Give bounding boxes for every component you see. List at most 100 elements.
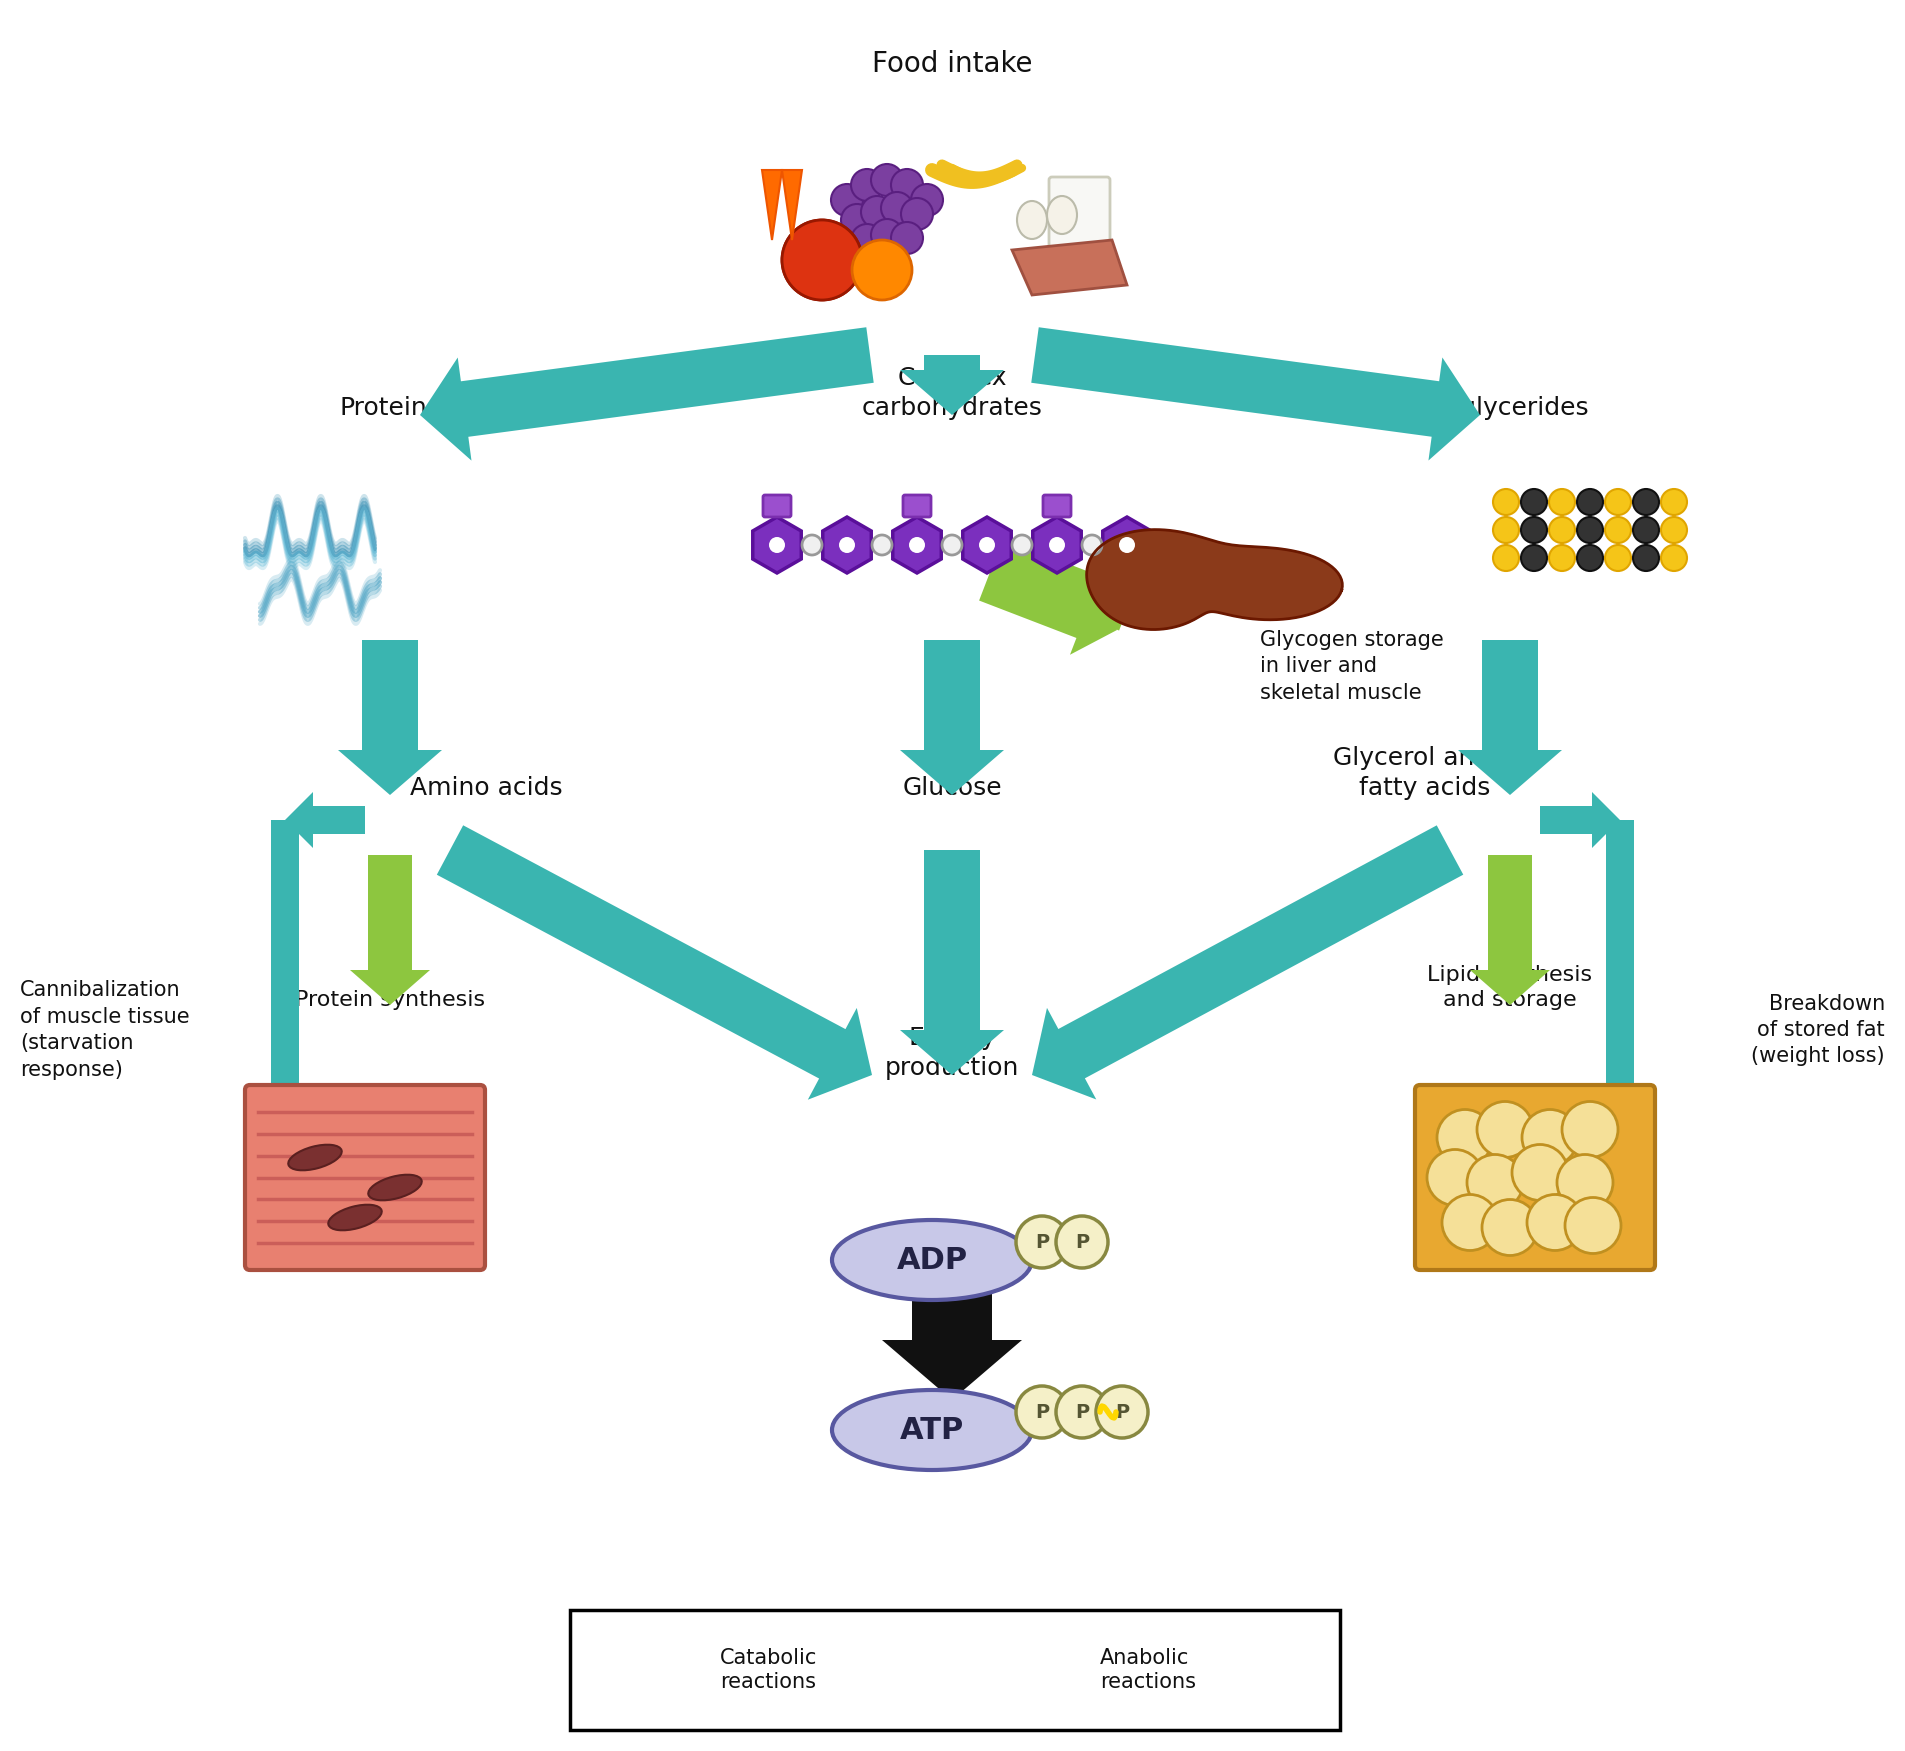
Circle shape <box>1015 1215 1069 1268</box>
FancyBboxPatch shape <box>764 496 791 517</box>
Bar <box>271 819 299 1240</box>
Text: Glycogen storage
in liver and
skeletal muscle: Glycogen storage in liver and skeletal m… <box>1259 630 1444 702</box>
Text: Protein synthesis: Protein synthesis <box>295 989 486 1010</box>
Polygon shape <box>752 517 802 573</box>
Text: Cannibalization
of muscle tissue
(starvation
response): Cannibalization of muscle tissue (starva… <box>19 981 191 1080</box>
Circle shape <box>941 536 962 555</box>
Polygon shape <box>286 1212 366 1268</box>
Circle shape <box>838 538 855 553</box>
Text: Lipid synthesis
and storage: Lipid synthesis and storage <box>1427 965 1593 1010</box>
Circle shape <box>1442 1194 1497 1250</box>
Text: P: P <box>1074 1233 1090 1252</box>
Circle shape <box>1566 1198 1621 1254</box>
Text: ATP: ATP <box>899 1415 964 1445</box>
Polygon shape <box>962 517 1012 573</box>
Circle shape <box>1562 1101 1617 1157</box>
Polygon shape <box>1539 791 1619 847</box>
Polygon shape <box>762 170 781 240</box>
FancyBboxPatch shape <box>1415 1086 1655 1269</box>
Circle shape <box>1661 545 1688 571</box>
Polygon shape <box>899 355 1004 415</box>
Circle shape <box>901 198 933 229</box>
Circle shape <box>1055 1215 1109 1268</box>
Ellipse shape <box>832 1220 1033 1299</box>
Circle shape <box>1661 517 1688 543</box>
Text: Amino acids: Amino acids <box>410 776 562 800</box>
Circle shape <box>871 165 903 196</box>
Polygon shape <box>781 170 802 240</box>
Bar <box>1606 819 1634 1240</box>
Polygon shape <box>1471 854 1551 1005</box>
Circle shape <box>1015 1387 1069 1438</box>
Circle shape <box>1012 536 1033 555</box>
Polygon shape <box>1031 327 1480 461</box>
Circle shape <box>1476 1101 1534 1157</box>
Polygon shape <box>899 641 1004 795</box>
Circle shape <box>911 184 943 215</box>
Circle shape <box>892 222 924 254</box>
Polygon shape <box>419 327 874 461</box>
Circle shape <box>861 242 893 273</box>
Polygon shape <box>1103 517 1151 573</box>
Circle shape <box>909 538 926 553</box>
Polygon shape <box>899 849 1004 1075</box>
Circle shape <box>1494 545 1518 571</box>
Circle shape <box>1549 489 1575 515</box>
Circle shape <box>1606 545 1631 571</box>
Text: Energy
production: Energy production <box>884 1026 1019 1080</box>
Circle shape <box>1577 545 1602 571</box>
Circle shape <box>1606 517 1631 543</box>
Ellipse shape <box>328 1205 381 1231</box>
Circle shape <box>1082 536 1101 555</box>
Circle shape <box>1520 517 1547 543</box>
Circle shape <box>852 224 884 256</box>
Circle shape <box>781 221 861 299</box>
Text: Proteins: Proteins <box>339 396 440 420</box>
Text: ADP: ADP <box>897 1245 968 1275</box>
Ellipse shape <box>368 1175 421 1199</box>
Polygon shape <box>823 517 871 573</box>
Text: Food intake: Food intake <box>872 51 1033 79</box>
Ellipse shape <box>288 1145 341 1170</box>
Bar <box>570 1609 1339 1730</box>
Circle shape <box>1522 1110 1577 1166</box>
Circle shape <box>1436 1110 1494 1166</box>
Text: Triglycerides: Triglycerides <box>1431 396 1589 420</box>
Circle shape <box>1427 1149 1482 1205</box>
Circle shape <box>1528 1194 1583 1250</box>
Polygon shape <box>1086 529 1343 630</box>
Circle shape <box>1494 489 1518 515</box>
Circle shape <box>781 221 861 299</box>
Circle shape <box>1549 545 1575 571</box>
Circle shape <box>1661 489 1688 515</box>
Circle shape <box>1577 517 1602 543</box>
FancyBboxPatch shape <box>246 1086 486 1269</box>
Circle shape <box>1606 489 1631 515</box>
Polygon shape <box>1457 641 1562 795</box>
Polygon shape <box>1033 825 1463 1100</box>
Circle shape <box>871 219 903 250</box>
Circle shape <box>770 538 785 553</box>
Circle shape <box>852 240 912 299</box>
FancyBboxPatch shape <box>903 496 932 517</box>
Circle shape <box>892 170 924 201</box>
Circle shape <box>1513 1145 1568 1201</box>
Circle shape <box>1467 1154 1522 1210</box>
Polygon shape <box>882 1229 1021 1401</box>
Polygon shape <box>610 1648 699 1691</box>
Circle shape <box>861 196 893 228</box>
FancyBboxPatch shape <box>1044 496 1071 517</box>
Polygon shape <box>351 854 431 1005</box>
Circle shape <box>1095 1387 1149 1438</box>
Circle shape <box>1633 517 1659 543</box>
Circle shape <box>1633 545 1659 571</box>
Circle shape <box>802 536 821 555</box>
Circle shape <box>1520 545 1547 571</box>
Circle shape <box>1520 489 1547 515</box>
Polygon shape <box>1539 1212 1619 1268</box>
Text: P: P <box>1074 1403 1090 1422</box>
Circle shape <box>852 170 884 201</box>
Circle shape <box>872 536 892 555</box>
Circle shape <box>1549 517 1575 543</box>
Polygon shape <box>979 560 1116 655</box>
